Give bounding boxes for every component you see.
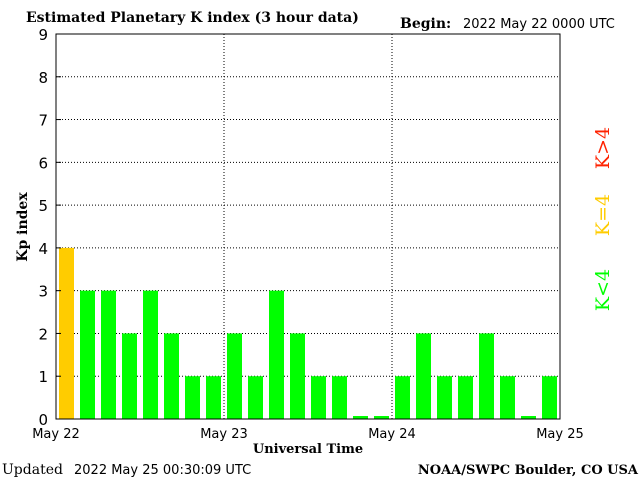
legend-k-equal-4: K=4 (592, 194, 614, 236)
kp-bar (248, 376, 263, 419)
bars-group (59, 247, 557, 419)
y-tick-label: 0 (38, 411, 48, 429)
begin-value: 2022 May 22 0000 UTC (463, 17, 615, 32)
y-tick-label: 5 (38, 197, 48, 215)
kp-bar (122, 333, 137, 419)
kp-bar (143, 290, 158, 419)
kp-bar (437, 376, 452, 419)
kp-bar (227, 333, 242, 419)
y-tick-labels: 0 1 2 3 4 5 6 7 8 9 (38, 26, 61, 429)
kp-bar (542, 376, 557, 419)
updated-value: 2022 May 25 00:30:09 UTC (74, 463, 251, 478)
x-tick-label: May 22 (32, 427, 80, 442)
chart-title: Estimated Planetary K index (3 hour data… (26, 10, 359, 26)
y-tick-label: 4 (38, 240, 48, 258)
kp-bar (479, 333, 494, 419)
updated-label: Updated (2, 462, 63, 478)
y-tick-label: 3 (38, 283, 48, 301)
x-axis-label: Universal Time (253, 442, 363, 457)
grid-lines (56, 34, 560, 419)
credit-text: NOAA/SWPC Boulder, CO USA (418, 463, 639, 478)
y-tick-label: 9 (38, 26, 48, 44)
kp-bar (416, 333, 431, 419)
kp-bar (101, 290, 116, 419)
kp-bar (80, 290, 95, 419)
kp-bar (59, 247, 74, 419)
legend-k-below-4: K<4 (592, 269, 614, 311)
kp-bar (206, 376, 221, 419)
kp-bar (395, 376, 410, 419)
kp-bar (353, 416, 368, 419)
kp-bar (458, 376, 473, 419)
kp-bar (311, 376, 326, 419)
kp-bar (500, 376, 515, 419)
kp-bar (185, 376, 200, 419)
x-tick-labels: May 22 May 23 May 24 May 25 (32, 427, 584, 442)
kp-bar (374, 416, 389, 419)
kp-bar (269, 290, 284, 419)
y-tick-label: 8 (38, 69, 48, 87)
x-tick-label: May 23 (200, 427, 248, 442)
plot-frame (55, 33, 561, 420)
x-tick-label: May 24 (368, 427, 416, 442)
y-tick-label: 7 (38, 112, 48, 130)
kp-bar (332, 376, 347, 419)
y-axis-label: Kp index (15, 192, 31, 262)
legend-k-above-4: K>4 (592, 127, 614, 169)
kp-bar (290, 333, 305, 419)
y-tick-label: 2 (38, 325, 48, 343)
y-tick-label: 1 (38, 368, 48, 386)
kp-bar (164, 333, 179, 419)
y-tick-label: 6 (38, 154, 48, 172)
begin-label: Begin: (400, 16, 451, 32)
x-tick-label: May 25 (536, 427, 584, 442)
kp-bar (521, 416, 536, 419)
